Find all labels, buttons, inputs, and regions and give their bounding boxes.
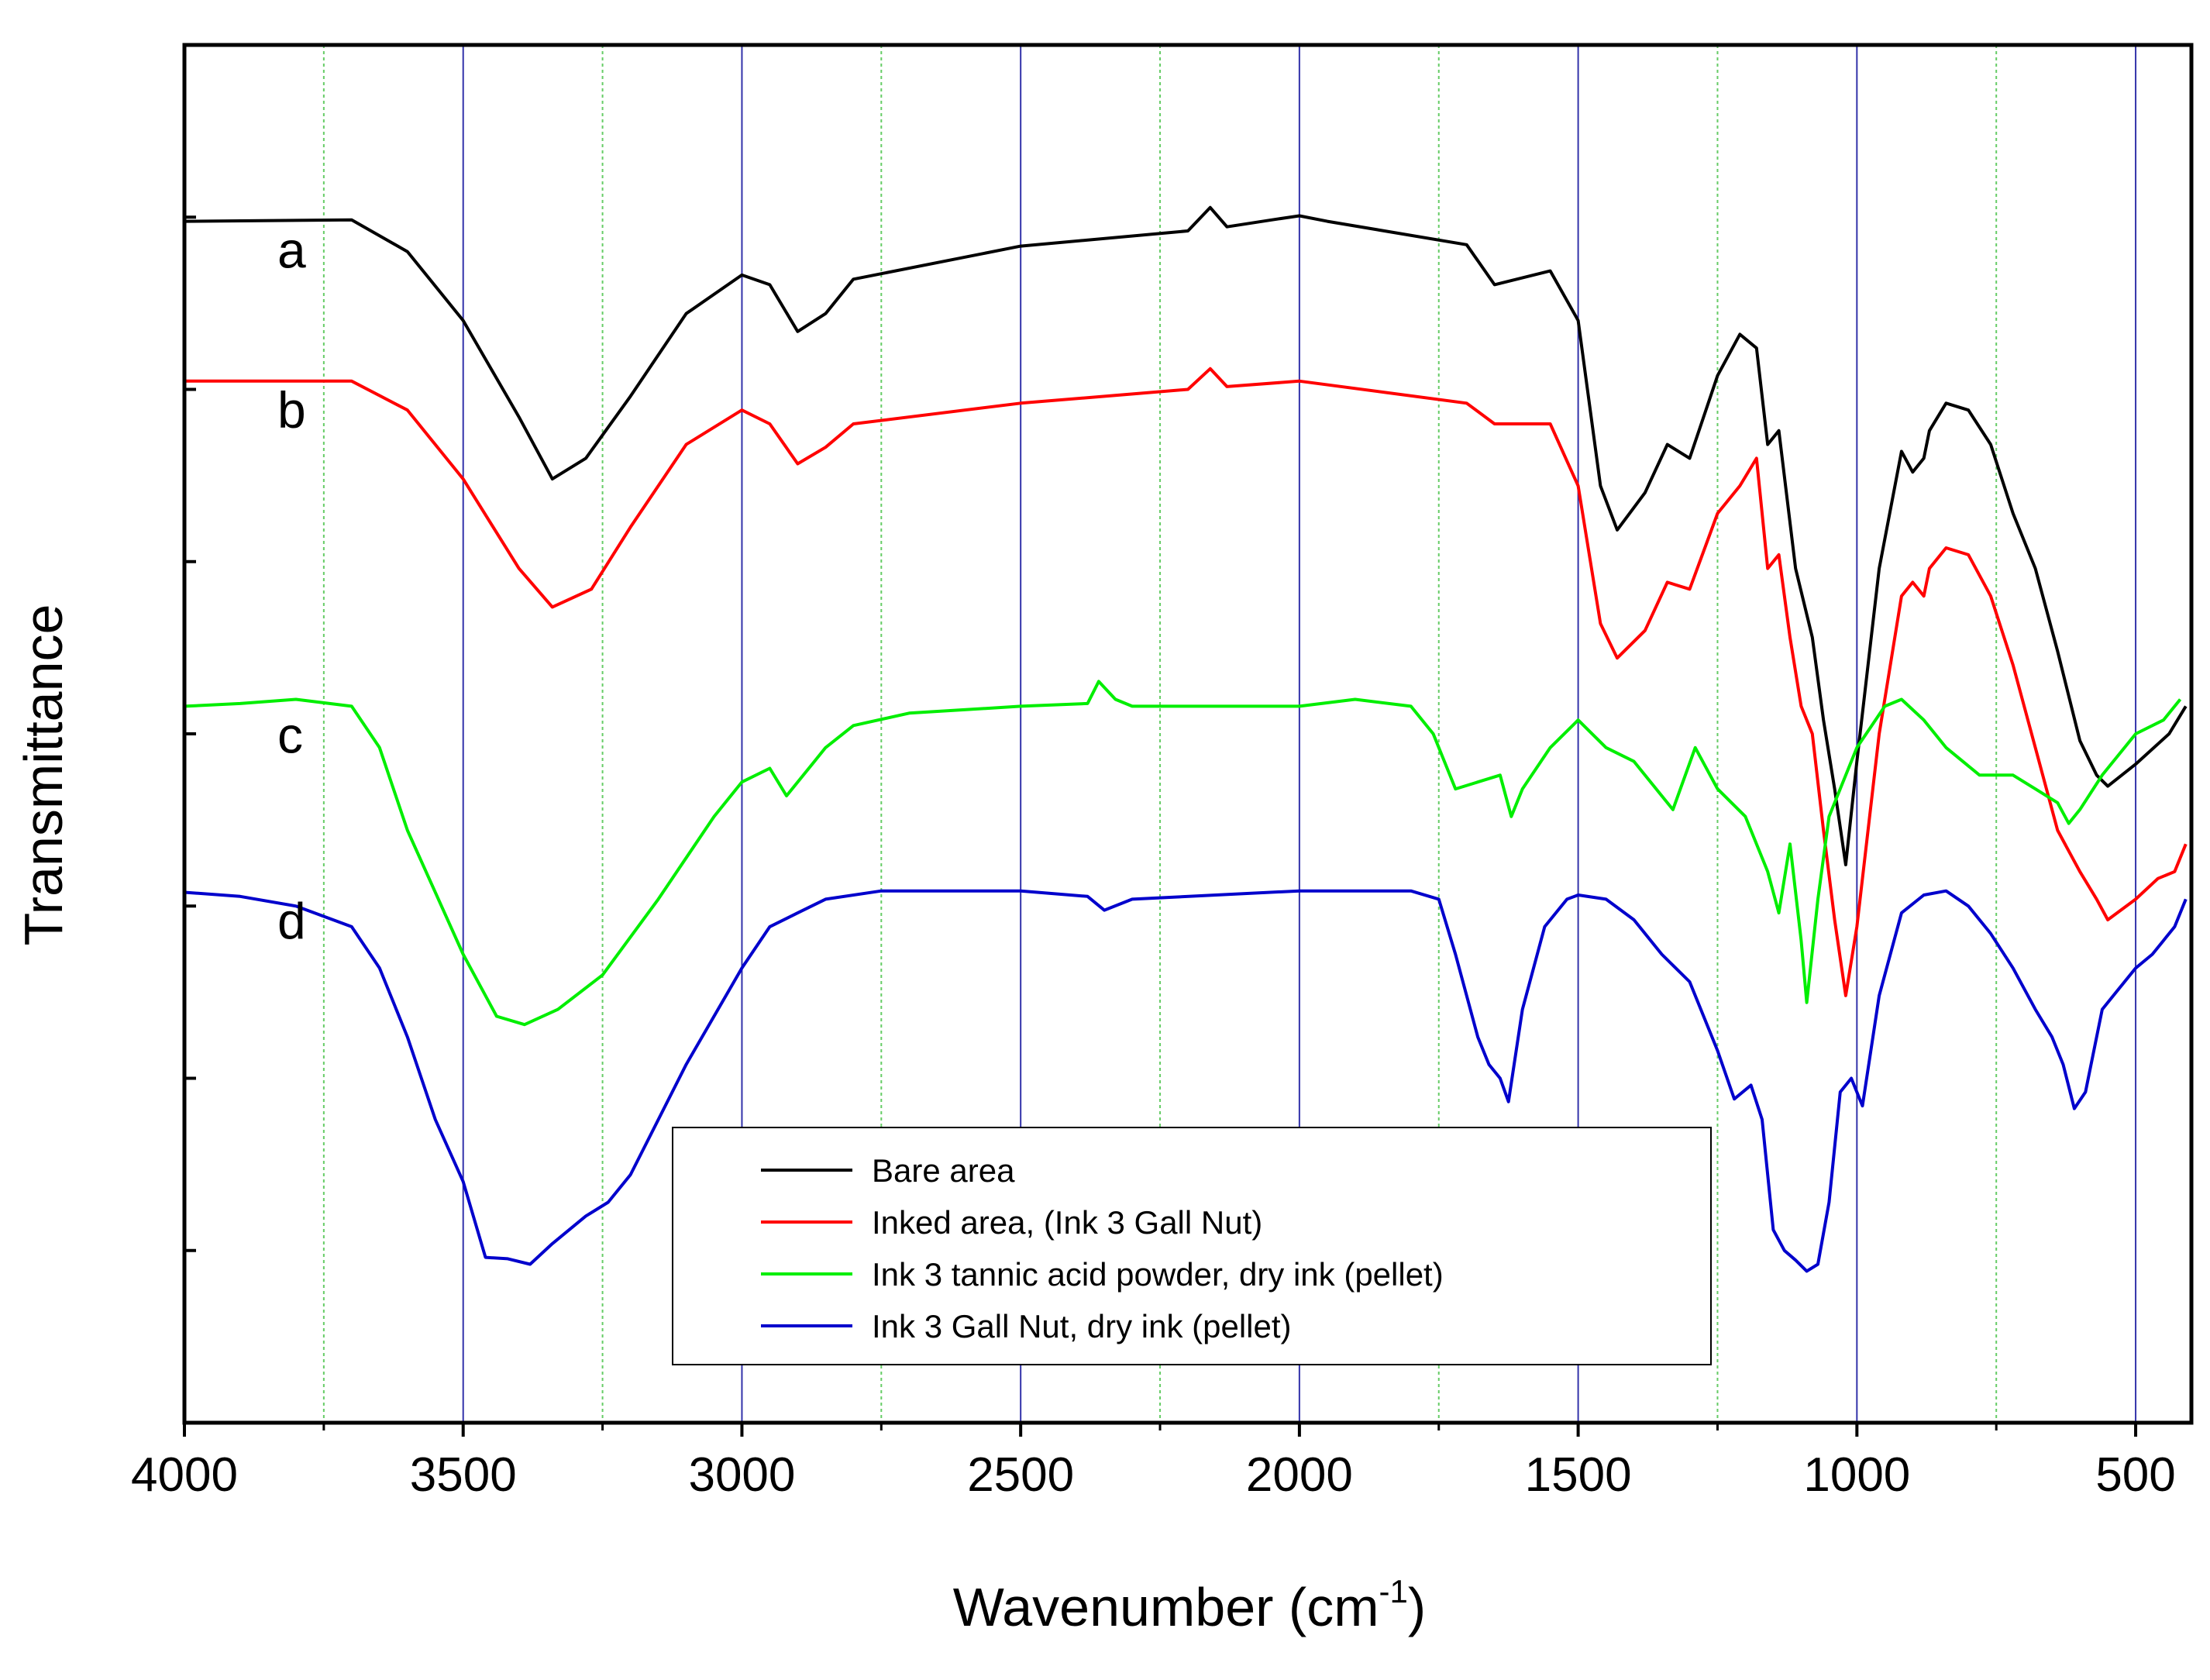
x-axis-title-main: Wavenumber (cm xyxy=(953,1577,1379,1637)
legend-label-gall-nut: Ink 3 Gall Nut, dry ink (pellet) xyxy=(872,1308,1292,1344)
legend-box xyxy=(672,1127,1712,1365)
x-tick-label-3000: 3000 xyxy=(688,1448,795,1502)
x-tick-labels: 4000 3500 3000 2500 2000 1500 1000 500 xyxy=(131,1448,2176,1502)
grid-lines xyxy=(322,45,2137,1423)
series-line-c xyxy=(184,680,2182,1027)
curve-label-b: b xyxy=(277,381,306,439)
series-line-a xyxy=(184,205,2188,866)
curve-labels: a b c d xyxy=(277,222,306,950)
series-line-d xyxy=(184,889,2188,1273)
x-axis-title-superscript: -1 xyxy=(1379,1573,1408,1609)
curve-label-d: d xyxy=(277,892,306,949)
x-tick-label-1000: 1000 xyxy=(1803,1448,1910,1502)
x-tick-label-4000: 4000 xyxy=(131,1448,238,1502)
series-layer xyxy=(184,205,2188,1273)
y-axis-title: Transmittance xyxy=(13,604,74,946)
legend-label-inked-area: Inked area, (Ink 3 Gall Nut) xyxy=(872,1204,1262,1241)
x-axis-title-close: ) xyxy=(1408,1577,1426,1637)
curve-label-a: a xyxy=(277,222,306,279)
legend: Bare area Inked area, (Ink 3 Gall Nut) I… xyxy=(672,1127,1712,1365)
x-tick-label-2500: 2500 xyxy=(967,1448,1074,1502)
x-tick-label-3500: 3500 xyxy=(410,1448,517,1502)
x-tick-label-2000: 2000 xyxy=(1246,1448,1353,1502)
legend-label-tannic-acid: Ink 3 tannic acid powder, dry ink (pelle… xyxy=(872,1256,1444,1293)
curve-label-c: c xyxy=(277,706,303,763)
legend-label-bare-area: Bare area xyxy=(872,1152,1015,1189)
x-axis-title: Wavenumber (cm-1) xyxy=(953,1573,1426,1637)
x-tick-label-500: 500 xyxy=(2095,1448,2175,1502)
series-line-b xyxy=(184,367,2188,997)
x-tick-label-1500: 1500 xyxy=(1525,1448,1632,1502)
axis-ticks xyxy=(183,43,2138,1437)
